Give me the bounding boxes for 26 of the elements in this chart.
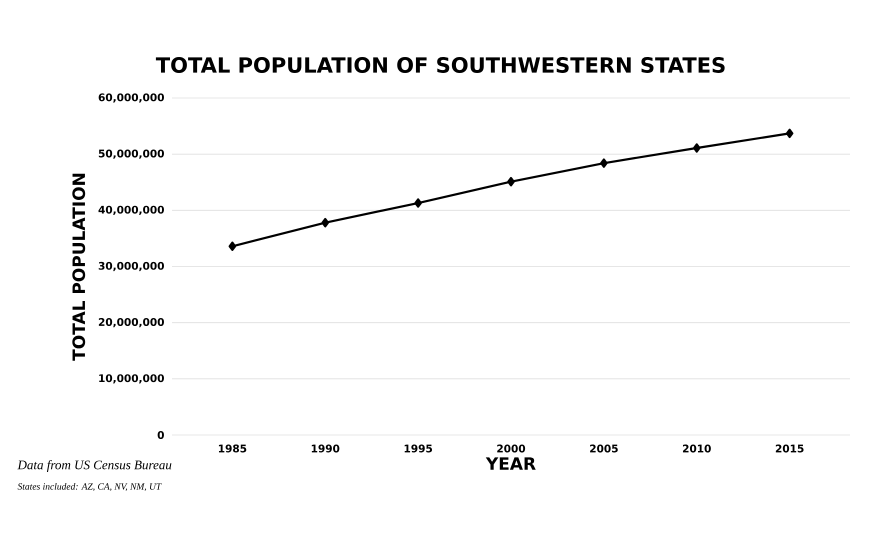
- y-tick-label: 30,000,000: [98, 262, 164, 272]
- x-tick-label: 2005: [590, 444, 618, 452]
- point: [321, 218, 330, 228]
- x-tick-label: 1990: [312, 444, 340, 452]
- x-tick-label: 1985: [218, 444, 246, 452]
- point: [692, 143, 701, 153]
- x-tick-label: 1995: [404, 444, 432, 452]
- point: [414, 198, 422, 208]
- y-tick-label: 10,000,000: [99, 374, 164, 384]
- x-tick-label: 2000: [497, 444, 526, 452]
- x-axis-title: YEAR: [486, 457, 536, 470]
- y-axis-title: TOTAL POPULATION: [72, 174, 86, 361]
- text: States included: AZ, CA, NV, NM, UT: [18, 482, 162, 492]
- point: [228, 242, 236, 251]
- y-tick-label: 20,000,000: [98, 318, 164, 328]
- chart-title: TOTAL POPULATION OF SOUTHWESTERN STATES: [156, 57, 725, 73]
- y-tick-label: 60,000,000: [98, 93, 164, 103]
- point: [507, 176, 515, 186]
- x-tick-label: 2015: [776, 444, 804, 452]
- x-tick-label: 2010: [682, 444, 711, 452]
- y-tick-label: 0: [158, 431, 164, 439]
- y-tick-label: 40,000,000: [98, 206, 164, 215]
- point: [786, 128, 794, 138]
- text: Data from US Census Bureau: [17, 460, 172, 472]
- point: [600, 158, 608, 168]
- y-tick-label: 50,000,000: [98, 150, 164, 159]
